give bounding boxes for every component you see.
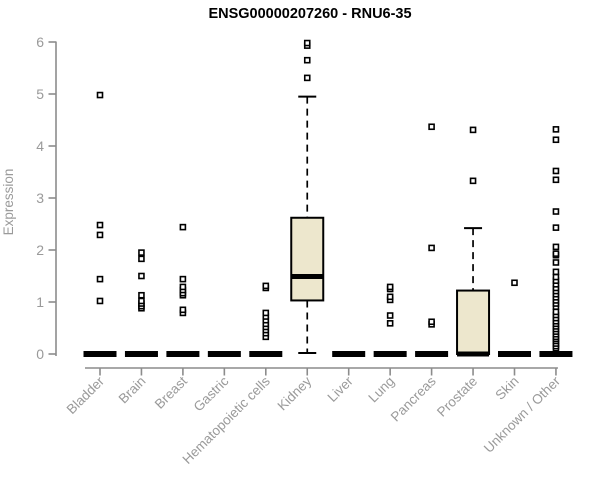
category-unknown-other — [539, 126, 573, 357]
outlier-point — [262, 309, 270, 317]
x-tick-label-pancreas: Pancreas — [388, 373, 439, 424]
outlier-point — [552, 308, 560, 316]
outlier-point — [96, 297, 104, 305]
outlier-point — [552, 208, 560, 215]
outlier-point — [138, 297, 145, 305]
x-tick-label-breast: Breast — [152, 373, 190, 411]
outlier-point — [552, 136, 560, 144]
zero-bar — [166, 351, 200, 357]
zero-bar — [249, 351, 283, 357]
chart-title: ENSG00000207260 - RNU6-35 — [208, 6, 412, 22]
category-hematopoietic-cells — [249, 282, 283, 357]
outlier-point — [303, 74, 311, 82]
outlier-point — [138, 255, 145, 263]
category-liver — [332, 351, 366, 357]
outlier-point — [179, 223, 187, 231]
zero-bar — [83, 351, 117, 357]
outlier-point — [138, 272, 145, 280]
outlier-point — [428, 123, 435, 131]
outlier-point — [303, 56, 311, 64]
y-axis: 0 1 2 3 4 5 6 — [36, 34, 57, 362]
outlier-point — [469, 126, 477, 134]
outlier-point — [552, 268, 560, 276]
zero-bar — [124, 351, 158, 357]
category-kidney — [290, 39, 325, 354]
outlier-point — [262, 282, 270, 290]
y-tick-label-4: 4 — [36, 138, 44, 154]
x-tick-label-unknown-other: Unknown / Other — [481, 373, 564, 456]
outlier-point — [386, 320, 394, 327]
box — [456, 289, 491, 355]
zero-bar — [207, 351, 241, 357]
x-tick-label-prostate: Prostate — [434, 374, 480, 420]
outlier-point — [469, 177, 477, 185]
x-tick-label-skin: Skin — [492, 374, 521, 403]
y-tick-label-5: 5 — [36, 86, 44, 102]
zero-bar — [498, 351, 531, 357]
outlier-point — [96, 231, 104, 239]
outlier-point — [96, 91, 104, 99]
outlier-point — [179, 306, 187, 314]
category-lung — [373, 283, 407, 357]
category-breast — [166, 223, 200, 357]
zero-bar — [332, 351, 366, 357]
x-tick-label-gastric: Gastric — [191, 373, 232, 414]
y-tick-label-6: 6 — [36, 34, 44, 50]
x-tick-label-liver: Liver — [325, 373, 357, 405]
category-gastric — [207, 351, 241, 357]
category-bladder — [83, 91, 117, 357]
category-pancreas — [415, 123, 449, 357]
zero-bar — [415, 351, 449, 357]
outlier-point — [511, 279, 518, 287]
zero-bar — [539, 351, 573, 357]
outlier-point — [552, 126, 560, 133]
outlier-point — [386, 293, 394, 301]
y-tick-label-1: 1 — [36, 294, 44, 310]
outlier-point — [138, 291, 145, 299]
outlier-point — [552, 250, 560, 257]
outlier-point — [428, 318, 435, 326]
outlier-point — [386, 283, 394, 291]
y-tick-label-0: 0 — [36, 346, 44, 362]
outlier-point — [552, 176, 560, 184]
outlier-point — [179, 275, 187, 283]
outlier-point — [303, 39, 311, 47]
outlier-point — [179, 283, 187, 291]
outlier-point — [96, 275, 104, 283]
x-tick-label-kidney: Kidney — [275, 373, 315, 413]
x-tick-label-lung: Lung — [365, 374, 397, 406]
x-tick-label-bladder: Bladder — [64, 373, 108, 417]
x-tick-label-brain: Brain — [116, 374, 149, 407]
outlier-point — [552, 259, 560, 266]
category-prostate — [456, 126, 491, 357]
zero-bar — [373, 351, 407, 357]
category-skin — [498, 279, 531, 357]
outlier-point — [552, 273, 560, 281]
y-tick-label-2: 2 — [36, 242, 44, 258]
outlier-point — [552, 167, 560, 175]
outlier-point — [552, 243, 560, 251]
y-tick-label-3: 3 — [36, 190, 44, 206]
outlier-point — [96, 221, 104, 229]
outlier-point — [138, 249, 145, 256]
outlier-point — [552, 224, 560, 231]
outlier-point — [386, 312, 394, 319]
category-brain — [124, 249, 158, 357]
box — [290, 216, 325, 302]
outlier-point — [428, 244, 435, 252]
